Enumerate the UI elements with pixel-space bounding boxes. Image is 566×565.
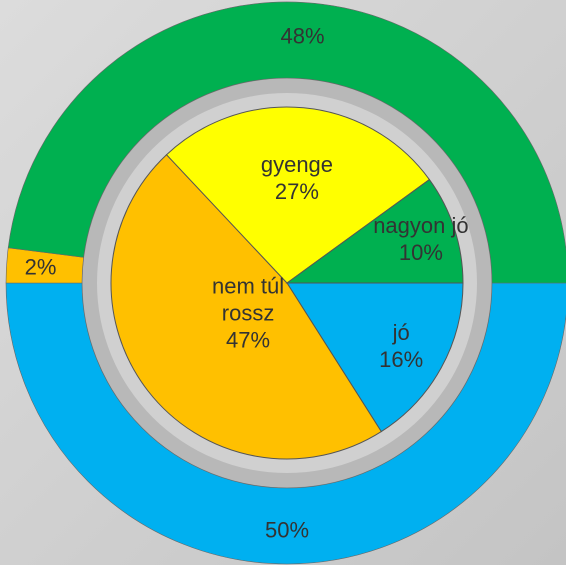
data-label: 2%	[0, 254, 80, 281]
pie-slice	[165, 106, 431, 284]
value-label: 2%	[24, 254, 57, 280]
donut-segment	[5, 282, 566, 565]
data-label: 48%	[263, 23, 343, 50]
value-label: 47%	[226, 327, 271, 353]
data-label: 50%	[247, 517, 327, 544]
category-label: jó	[392, 319, 410, 345]
value-label: 48%	[280, 23, 325, 49]
pie-slice	[285, 178, 464, 284]
category-label: nem túl rossz	[211, 273, 285, 326]
data-label: jó 16%	[371, 319, 431, 373]
value-label: 27%	[274, 178, 319, 204]
data-label: gyenge 27%	[247, 151, 347, 205]
category-label: gyenge	[260, 151, 334, 177]
data-label: nem túl rossz 47%	[198, 273, 298, 354]
category-label: nagyon jó	[373, 213, 469, 239]
value-label: 16%	[379, 346, 424, 372]
pie-slice	[110, 153, 382, 460]
value-label: 50%	[264, 517, 310, 543]
pie-slice	[286, 282, 464, 433]
value-label: 10%	[398, 240, 443, 266]
data-label: nagyon jó 10%	[366, 212, 476, 266]
